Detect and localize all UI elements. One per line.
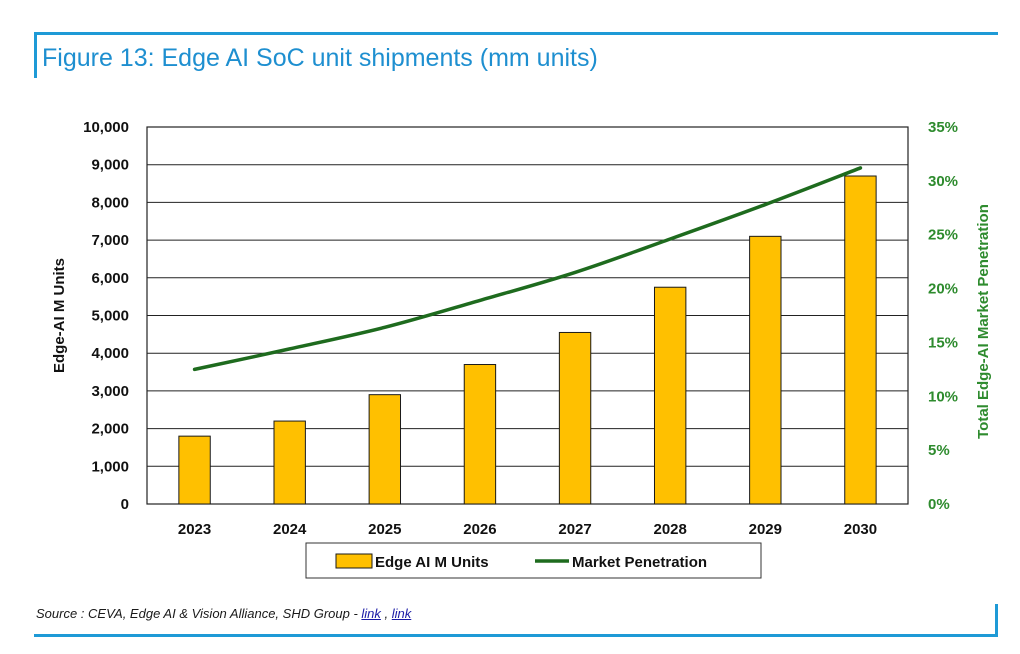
bar-2025 xyxy=(368,394,402,505)
y-right-tick-label: 15% xyxy=(928,334,958,351)
source-link-2[interactable]: link xyxy=(391,606,412,621)
x-tick-label: 2027 xyxy=(558,521,591,538)
legend-label-line: Market Penetration xyxy=(572,554,707,571)
x-tick-label: 2023 xyxy=(178,521,211,538)
plot-area-border xyxy=(146,126,909,505)
bar-2027 xyxy=(558,331,592,505)
market-penetration-line xyxy=(192,166,863,372)
figure-title: Figure 13: Edge AI SoC unit shipments (m… xyxy=(42,44,598,72)
y-right-tick-label: 30% xyxy=(928,173,958,190)
bar-2023 xyxy=(178,435,211,505)
y-tick-label: 5,000 xyxy=(91,308,129,325)
y-tick-label: 4,000 xyxy=(91,345,129,362)
bar-2029 xyxy=(749,235,782,505)
y-tick-label: 2,000 xyxy=(91,421,129,438)
y-right-tick-label: 20% xyxy=(928,281,958,298)
chart: 0 1,000 2,000 3,000 4,000 5,000 6,000 7,000 8,00… xyxy=(51,119,992,579)
y-right-tick-label: 35% xyxy=(928,119,958,136)
y-tick-label: 7,000 xyxy=(91,232,129,249)
y-tick-label: 8,000 xyxy=(91,194,129,211)
frame-top-border xyxy=(34,32,998,35)
frame-left-border xyxy=(34,32,37,78)
x-tick-label: 2029 xyxy=(749,521,782,538)
source-separator: , xyxy=(380,606,392,621)
y-axis-title: Edge-AI M Units xyxy=(51,258,68,373)
y-right-tick-label: 5% xyxy=(928,442,950,459)
bar-2028 xyxy=(653,286,687,505)
y-tick-label: 6,000 xyxy=(91,270,129,287)
x-tick-label: 2030 xyxy=(844,521,877,538)
bar-2026 xyxy=(463,364,497,505)
y-tick-label: 1,000 xyxy=(91,458,129,475)
y-right-tick-label: 25% xyxy=(928,227,958,244)
y-right-tick-label: 10% xyxy=(928,388,958,405)
source-line: Source : CEVA, Edge AI & Vision Alliance… xyxy=(36,606,411,621)
bar-2024 xyxy=(273,420,306,505)
frame-bottom-border xyxy=(34,634,998,637)
x-tick-label: 2025 xyxy=(368,521,401,538)
y-tick-label: 0 xyxy=(121,496,129,513)
y-tick-label: 9,000 xyxy=(91,157,129,174)
legend-box xyxy=(305,542,762,579)
y-tick-label: 3,000 xyxy=(91,383,129,400)
x-tick-label: 2028 xyxy=(654,521,687,538)
x-tick-label: 2026 xyxy=(463,521,496,538)
y-right-axis-title: Total Edge-AI Market Penetration xyxy=(975,204,992,439)
bar-2030 xyxy=(844,175,877,505)
legend-bar-swatch xyxy=(335,553,373,569)
legend-label-bars: Edge AI M Units xyxy=(375,554,489,571)
frame-right-border xyxy=(995,604,998,637)
x-tick-label: 2024 xyxy=(273,521,307,538)
y-tick-label: 10,000 xyxy=(83,119,129,136)
y-right-tick-label: 0% xyxy=(928,496,950,513)
source-text: Source : CEVA, Edge AI & Vision Alliance… xyxy=(36,606,362,621)
source-link-1[interactable]: link xyxy=(361,606,381,621)
